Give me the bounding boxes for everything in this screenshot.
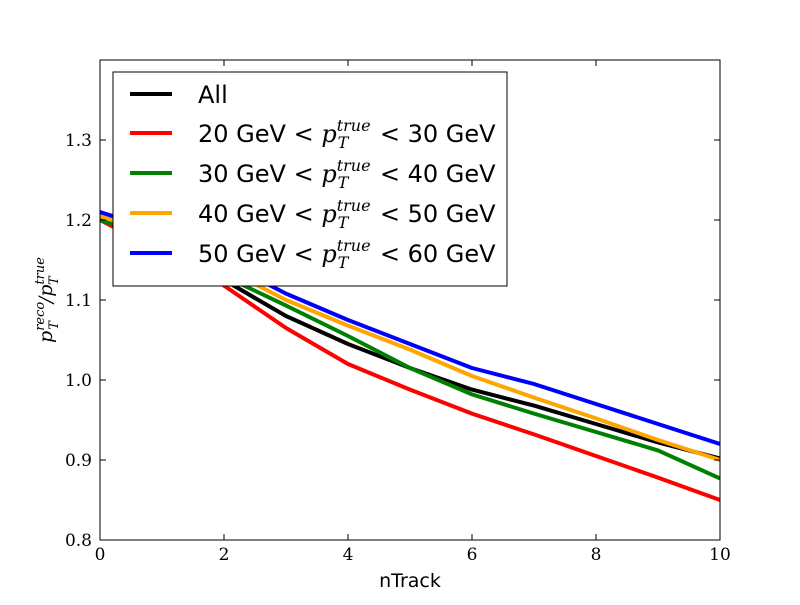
y-axis-label: precoT/ptrueT	[33, 257, 62, 343]
y-tick-label: 0.8	[65, 531, 92, 551]
ylabel-base-2: p	[35, 285, 57, 297]
x-tick-label: 4	[343, 545, 354, 565]
ylabel-slash: /	[35, 295, 57, 305]
axis-labels: nTrack precoT/ptrueT	[33, 257, 441, 592]
y-tick-label: 1.1	[65, 291, 92, 311]
ylabel-sub: T	[47, 320, 62, 330]
y-tick-label: 1.2	[65, 211, 92, 231]
x-tick-label: 8	[591, 545, 602, 565]
legend-label-2: 30 GeV < ptrue T < 40 GeV	[198, 156, 496, 192]
ylabel-base: p	[35, 331, 57, 343]
ylabel-sub-2: T	[47, 275, 62, 285]
axis-ticks: 0 2 4 6 8 10 0.8 0.9 1.0 1.1 1.2 1.3	[65, 60, 731, 565]
legend-label-1: 20 GeV < ptrue T < 30 GeV	[198, 116, 496, 152]
x-tick-label: 2	[219, 545, 230, 565]
legend-label-0: All	[198, 81, 228, 109]
ylabel-sup-2: true	[33, 257, 48, 285]
x-tick-label: 6	[467, 545, 478, 565]
x-tick-label: 0	[95, 545, 106, 565]
legend: All 20 GeV < ptrue T < 30 GeV 30 GeV < ptru…	[112, 71, 508, 287]
y-tick-label: 1.0	[65, 371, 92, 391]
y-tick-label: 0.9	[65, 451, 92, 471]
legend-label-3: 40 GeV < ptrue T < 50 GeV	[198, 196, 496, 232]
y-tick-label: 1.3	[65, 131, 92, 151]
ylabel-sup: reco	[33, 302, 48, 331]
legend-box	[112, 71, 508, 287]
x-axis-label: nTrack	[379, 570, 441, 592]
x-tick-label: 10	[709, 545, 731, 565]
legend-label-4: 50 GeV < ptrue T < 60 GeV	[198, 236, 496, 272]
